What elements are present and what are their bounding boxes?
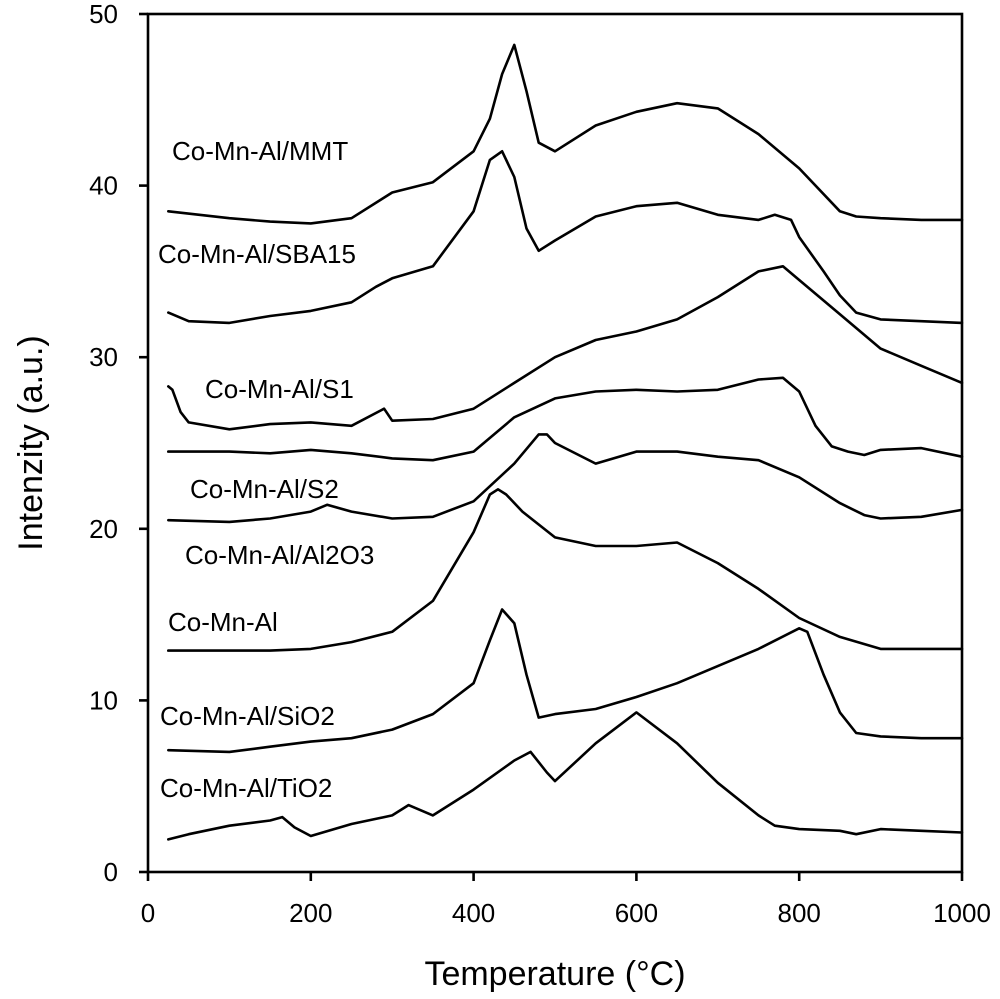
x-tick-label-0: 0 [141, 898, 155, 928]
axis-ticks: 0 200 400 600 800 1000 0 10 20 30 40 50 [89, 0, 991, 928]
series-label-co-mn-al-s1: Co-Mn-Al/S1 [205, 374, 354, 404]
x-tick-label-200: 200 [289, 898, 332, 928]
plot-frame [146, 12, 964, 874]
y-tick-label-40: 40 [89, 171, 118, 201]
series-line-co-mn-al-mmt [167, 43, 964, 225]
series-label-co-mn-al-sba15: Co-Mn-Al/SBA15 [158, 239, 356, 269]
y-tick-label-50: 50 [89, 0, 118, 29]
y-tick-label-30: 30 [89, 342, 118, 372]
series-label-co-mn-al-mmt: Co-Mn-Al/MMT [172, 136, 348, 166]
x-tick-label-1000: 1000 [933, 898, 991, 928]
series-line-co-mn-al-s2 [167, 376, 964, 462]
series-line-co-mn-al-tio2 [167, 711, 964, 841]
series-label-co-mn-al: Co-Mn-Al [168, 607, 278, 637]
y-tick-label-10: 10 [89, 685, 118, 715]
x-axis-label: Temperature (°C) [424, 955, 685, 993]
series-label-co-mn-al-tio2: Co-Mn-Al/TiO2 [160, 773, 332, 803]
x-tick-label-800: 800 [778, 898, 821, 928]
series-line-co-mn-al [167, 487, 964, 652]
series-labels: Co-Mn-Al/MMT Co-Mn-Al/SBA15 Co-Mn-Al/S1 Co-… [158, 136, 374, 803]
series-group [167, 43, 964, 841]
series-line-co-mn-al-s1 [167, 264, 964, 431]
series-line-co-mn-al-sba15 [167, 150, 964, 325]
series-line-co-mn-al-al2o3 [167, 433, 964, 524]
y-tick-label-0: 0 [104, 857, 118, 887]
x-tick-label-400: 400 [452, 898, 495, 928]
series-label-co-mn-al-al2o3: Co-Mn-Al/Al2O3 [185, 540, 374, 570]
series-label-co-mn-al-s2: Co-Mn-Al/S2 [190, 474, 339, 504]
y-axis-label: Intenzity (a.u.) [12, 335, 50, 550]
x-tick-label-600: 600 [615, 898, 658, 928]
series-label-co-mn-al-sio2: Co-Mn-Al/SiO2 [160, 701, 335, 731]
series-line-co-mn-al-sio2 [167, 608, 964, 754]
y-tick-label-20: 20 [89, 514, 118, 544]
